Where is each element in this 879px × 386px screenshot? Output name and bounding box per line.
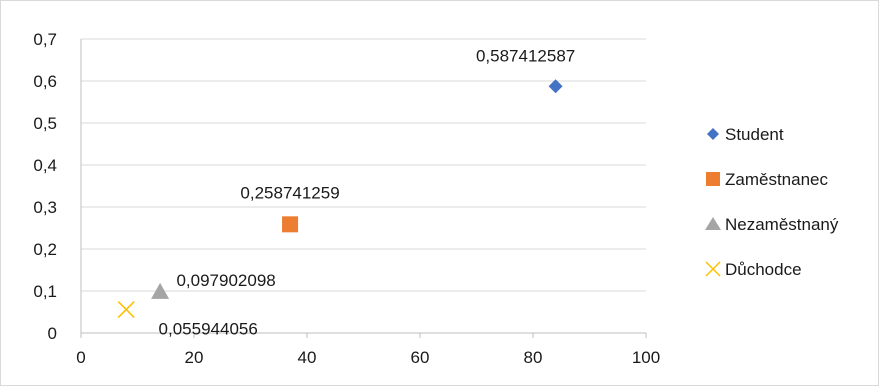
x-stroke [705, 261, 721, 277]
legend-marker [705, 261, 721, 277]
legend-label: Student [725, 125, 784, 144]
data-label: 0,055944056 [159, 320, 258, 339]
data-point-důchodce [117, 300, 135, 319]
y-tick-label: 0,7 [33, 30, 57, 49]
legend-entry: Nezaměstnaný [705, 215, 839, 234]
data-label: 0,258741259 [240, 183, 339, 202]
legend-entry: Student [707, 125, 784, 144]
data-labels: 0,587412587 0,258741259 0,097902098 0,05594… [159, 46, 576, 338]
x-tick-label: 80 [524, 348, 543, 367]
legend-label: Důchodce [725, 260, 802, 279]
legend-label: Zaměstnanec [725, 170, 828, 189]
x-tick-label: 0 [76, 348, 85, 367]
y-axis-tick-labels: 0 0,1 0,2 0,3 0,4 0,5 0,6 0,7 [33, 30, 57, 343]
data-point-nezaměstnaný [151, 282, 170, 299]
y-tick-label: 0,4 [33, 156, 57, 175]
y-tick-label: 0 [48, 324, 57, 343]
legend-entry: Důchodce [705, 260, 802, 279]
x-tick-label: 20 [185, 348, 204, 367]
legend: Student Zaměstnanec Nezaměstnaný Důchodce [705, 125, 839, 279]
x-tick-label: 40 [298, 348, 317, 367]
x-tick-label: 60 [411, 348, 430, 367]
data-label: 0,097902098 [176, 271, 275, 290]
legend-marker [707, 128, 719, 140]
x-stroke [117, 300, 135, 319]
x-axis-tick-labels: 0 20 40 60 80 100 [76, 348, 660, 367]
legend-entry: Zaměstnanec [706, 170, 828, 189]
legend-marker [705, 217, 721, 230]
legend-marker [706, 172, 720, 186]
data-label: 0,587412587 [476, 46, 575, 65]
x-tick-label: 100 [632, 348, 660, 367]
y-tick-label: 0,3 [33, 198, 57, 217]
y-tick-label: 0,2 [33, 240, 57, 259]
axes [80, 39, 647, 338]
data-point-zaměstnanec [282, 216, 299, 233]
data-points [117, 79, 563, 319]
y-tick-label: 0,1 [33, 282, 57, 301]
legend-label: Nezaměstnaný [725, 215, 839, 234]
y-tick-label: 0,5 [33, 114, 57, 133]
y-tick-label: 0,6 [33, 72, 57, 91]
gridlines [81, 38, 646, 292]
data-point-student [548, 79, 563, 94]
